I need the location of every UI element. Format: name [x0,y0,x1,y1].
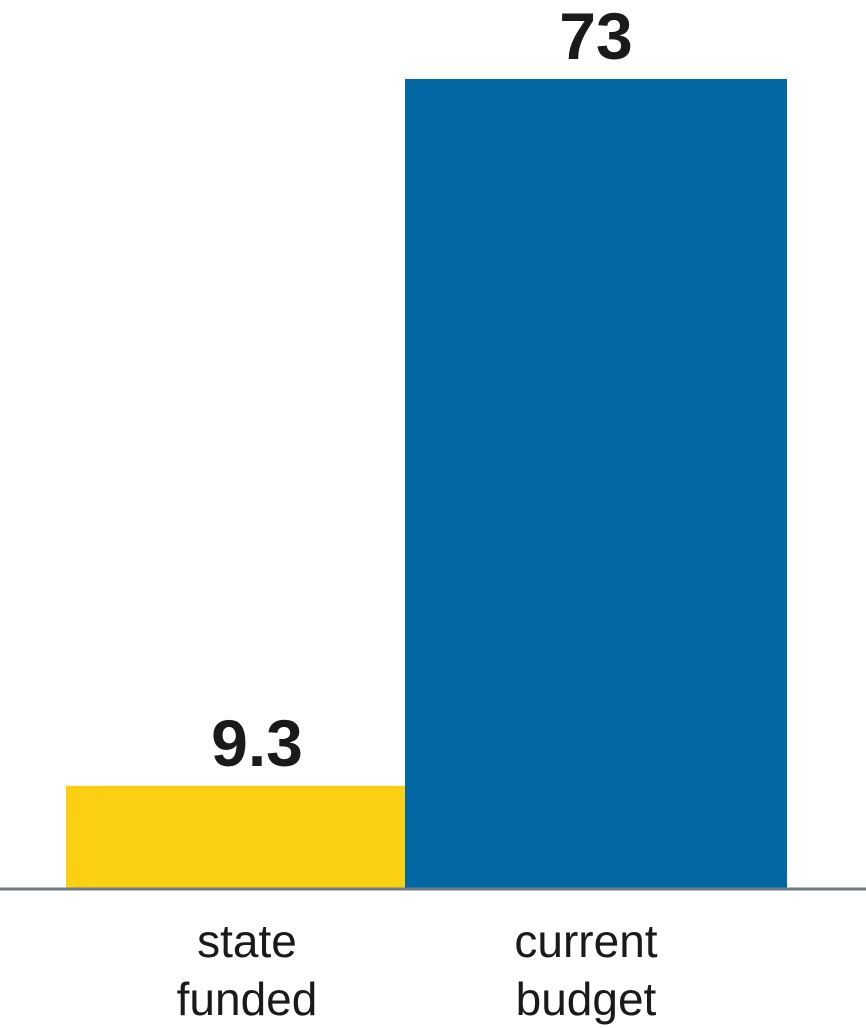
category-label-current-budget: current budget [514,915,657,1025]
category-label-line: funded [177,973,318,1025]
category-label-line: state [197,915,297,967]
value-label-state-funded: 9.3 [211,706,303,780]
bars-group [66,79,787,889]
category-label-state-funded: state funded [177,915,318,1025]
category-labels-group: state funded current budget [177,915,658,1025]
value-label-current-budget: 73 [559,0,632,73]
category-label-line: budget [516,973,657,1025]
bar-current-budget [405,79,787,889]
category-label-line: current [514,915,657,967]
value-labels-group: 9.3 73 [211,0,633,780]
bar-state-funded [66,785,448,889]
